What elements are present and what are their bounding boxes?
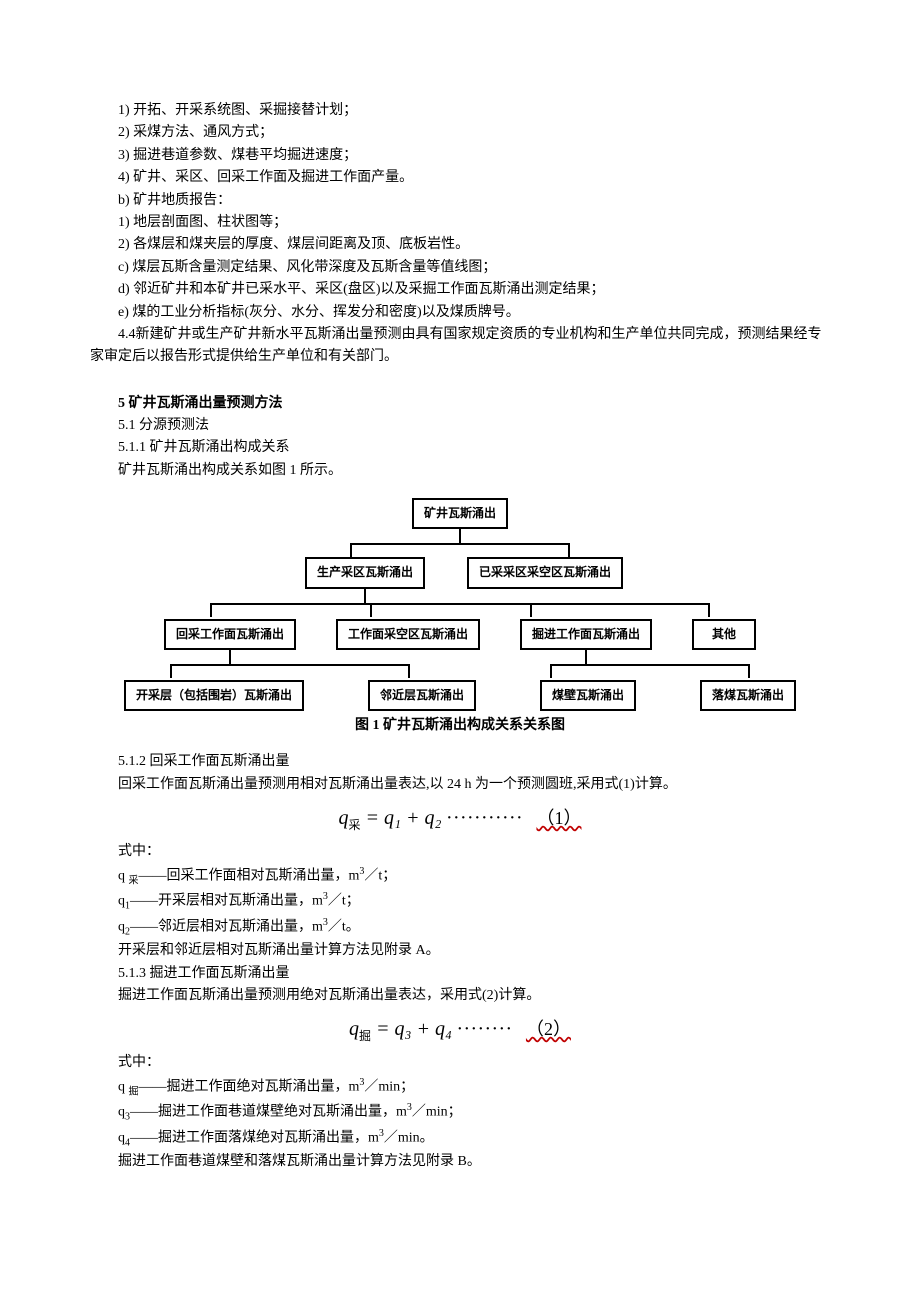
list-item: 1) 地层剖面图、柱状图等； xyxy=(90,212,830,234)
section-5-1-3-body: 掘进工作面瓦斯涌出量预测用绝对瓦斯涌出量表达，采用式(2)计算。 xyxy=(90,985,830,1007)
list-item: 2) 各煤层和煤夹层的厚度、煤层间距离及顶、底板岩性。 xyxy=(90,234,830,256)
tree-node: 邻近层瓦斯涌出 xyxy=(368,680,476,711)
tree-node: 生产采区瓦斯涌出 xyxy=(305,557,425,588)
eq-rhs: = q₁ + q₂ xyxy=(366,807,442,829)
tree-node: 其他 xyxy=(692,619,756,650)
list-item: 2) 采煤方法、通风方式； xyxy=(90,122,830,144)
paragraph-44: 4.4新建矿井或生产矿井新水平瓦斯涌出量预测由具有国家规定资质的专业机构和生产单… xyxy=(90,324,830,369)
var-def: q 掘——掘进工作面绝对瓦斯涌出量，m3／min； xyxy=(90,1075,830,1100)
eq-rhs: = q₃ + q₄ xyxy=(376,1018,452,1040)
var-def: q1——开采层相对瓦斯涌出量，m3／t； xyxy=(90,889,830,914)
eq-dots: ··········· xyxy=(446,807,523,829)
list-item: d) 邻近矿井和本矿井已采水平、采区(盘区)以及采掘工作面瓦斯涌出测定结果； xyxy=(90,279,830,301)
eq-number: （2） xyxy=(526,1019,571,1039)
eq-lhs-sub: 采 xyxy=(349,818,361,832)
eq-lhs-sym: q xyxy=(339,807,349,829)
section-5-1-2-body: 回采工作面瓦斯涌出量预测用相对瓦斯涌出量表达,以 24 h 为一个预测圆班,采用… xyxy=(90,774,830,796)
where-label: 式中： xyxy=(90,1052,830,1074)
tree-node: 掘进工作面瓦斯涌出 xyxy=(520,619,652,650)
section-5-1-1-body: 矿井瓦斯涌出构成关系如图 1 所示。 xyxy=(90,460,830,482)
tree-node: 工作面采空区瓦斯涌出 xyxy=(336,619,480,650)
eq-dots: ········ xyxy=(457,1018,513,1040)
section-5-1: 5.1 分源预测法 xyxy=(90,415,830,437)
var-def: q4——掘进工作面落煤绝对瓦斯涌出量，m3／min。 xyxy=(90,1126,830,1151)
hierarchy-tree: 矿井瓦斯涌出 生产采区瓦斯涌出 已采采区采空区瓦斯涌出 xyxy=(120,498,800,711)
tree-node: 已采采区采空区瓦斯涌出 xyxy=(467,557,623,588)
section-5-heading: 5 矿井瓦斯涌出量预测方法 xyxy=(90,393,830,415)
tree-node: 开采层（包括围岩）瓦斯涌出 xyxy=(124,680,304,711)
tree-node: 回采工作面瓦斯涌出 xyxy=(164,619,296,650)
var-def: q2——邻近层相对瓦斯涌出量，m3／t。 xyxy=(90,915,830,940)
list-item: e) 煤的工业分析指标(灰分、水分、挥发分和密度)以及煤质牌号。 xyxy=(90,302,830,324)
equation-2: q掘 = q₃ + q₄ ········ （2） xyxy=(90,1013,830,1046)
eq-number: （1） xyxy=(536,808,581,828)
tree-node: 落煤瓦斯涌出 xyxy=(700,680,796,711)
appendix-ref: 开采层和邻近层相对瓦斯涌出量计算方法见附录 A。 xyxy=(90,940,830,962)
section-5-1-3: 5.1.3 掘进工作面瓦斯涌出量 xyxy=(90,963,830,985)
section-5-1-1: 5.1.1 矿井瓦斯涌出构成关系 xyxy=(90,437,830,459)
tree-root: 矿井瓦斯涌出 xyxy=(412,498,508,529)
tree-node: 煤壁瓦斯涌出 xyxy=(540,680,636,711)
eq-lhs-sym: q xyxy=(349,1018,359,1040)
where-label: 式中： xyxy=(90,841,830,863)
page: 1) 开拓、开采系统图、采掘接替计划； 2) 采煤方法、通风方式； 3) 掘进巷… xyxy=(0,0,920,1302)
section-5-1-2: 5.1.2 回采工作面瓦斯涌出量 xyxy=(90,751,830,773)
figure-1-caption: 图 1 矿井瓦斯涌出构成关系关系图 xyxy=(90,715,830,737)
figure-1: 矿井瓦斯涌出 生产采区瓦斯涌出 已采采区采空区瓦斯涌出 xyxy=(90,498,830,711)
list-item: b) 矿井地质报告： xyxy=(90,190,830,212)
appendix-ref: 掘进工作面巷道煤壁和落煤瓦斯涌出量计算方法见附录 B。 xyxy=(90,1151,830,1173)
list-item: 1) 开拓、开采系统图、采掘接替计划； xyxy=(90,100,830,122)
var-def: q 采——回采工作面相对瓦斯涌出量，m3／t； xyxy=(90,864,830,889)
eq-lhs-sub: 掘 xyxy=(359,1029,371,1043)
var-def: q3——掘进工作面巷道煤壁绝对瓦斯涌出量，m3／min； xyxy=(90,1100,830,1125)
list-item: 4) 矿井、采区、回采工作面及掘进工作面产量。 xyxy=(90,167,830,189)
equation-1: q采 = q₁ + q₂ ··········· （1） xyxy=(90,802,830,835)
list-item: c) 煤层瓦斯含量测定结果、风化带深度及瓦斯含量等值线图； xyxy=(90,257,830,279)
list-item: 3) 掘进巷道参数、煤巷平均掘进速度； xyxy=(90,145,830,167)
